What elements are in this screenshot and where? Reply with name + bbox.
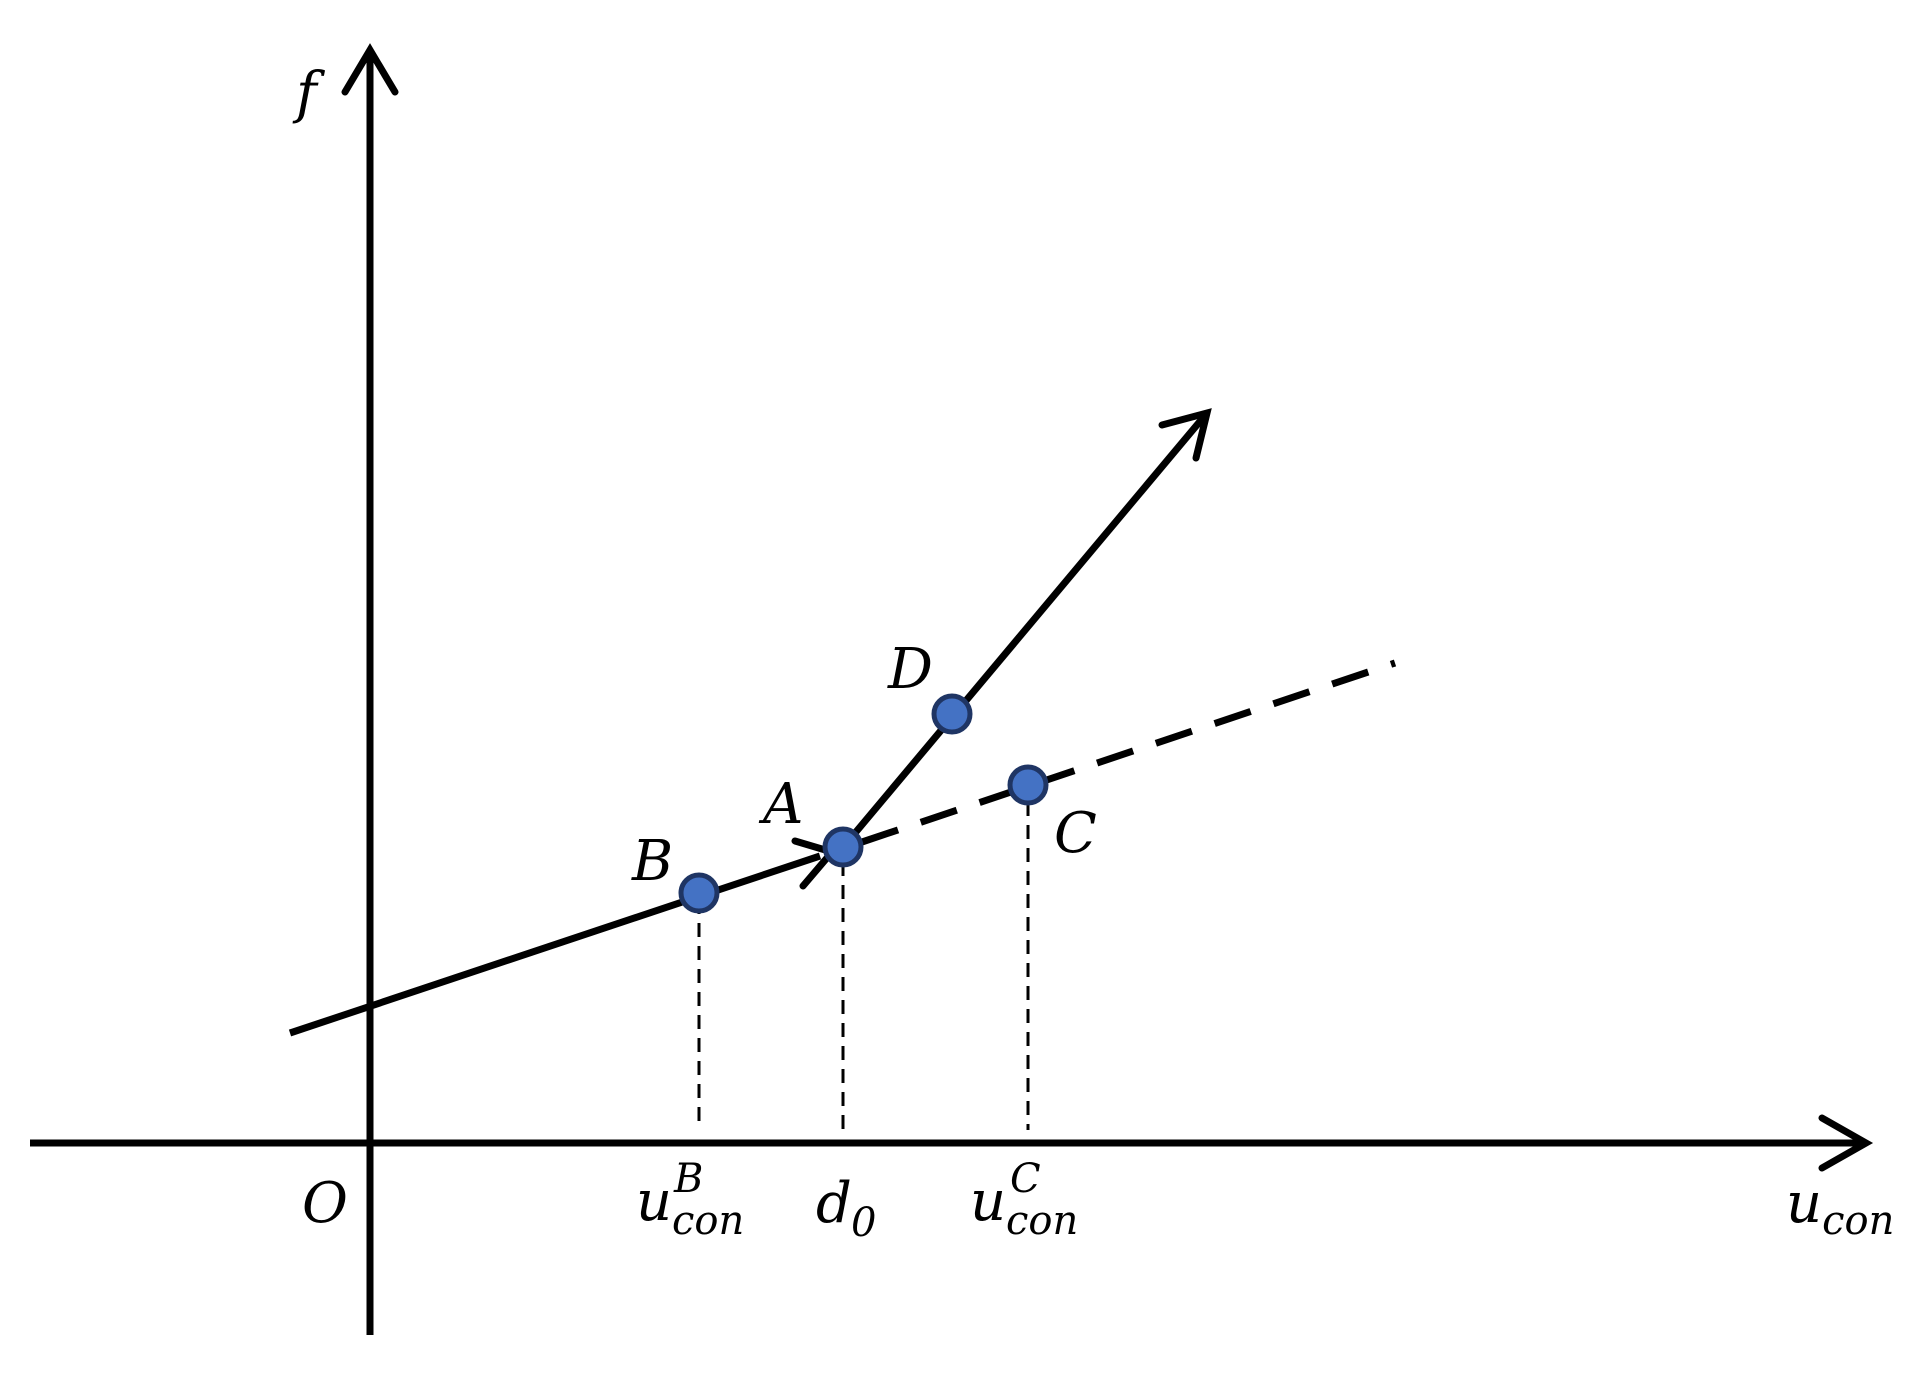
label-y-axis: f	[292, 61, 326, 126]
lower-segment	[288, 852, 822, 1037]
tick-label-c-main: u	[970, 1169, 1006, 1234]
tick-label-c-sub: con	[1006, 1198, 1078, 1244]
label-d: D	[887, 637, 933, 702]
upper-segment	[842, 410, 1210, 848]
upper-segment-arrowhead	[1158, 408, 1212, 462]
point-a	[822, 826, 864, 868]
x-axis-arrowhead	[1818, 1114, 1874, 1172]
label-b: B	[631, 829, 673, 894]
label-x-axis: ucon	[1786, 1171, 1894, 1244]
tick-label-b-main: u	[636, 1169, 672, 1234]
label-x-axis-main: u	[1786, 1171, 1822, 1236]
dashed-extension	[860, 659, 1397, 846]
point-d	[931, 693, 973, 735]
y-axis-arrowhead	[341, 43, 399, 96]
tick-label-b-sub: con	[672, 1198, 744, 1244]
tick-label-d0-sub: 0	[851, 1200, 876, 1246]
label-a: A	[758, 772, 803, 837]
tick-label-b-sup: B	[673, 1156, 703, 1202]
label-c: C	[1054, 801, 1097, 866]
point-c	[1007, 764, 1049, 806]
tick-label-c-sup: C	[1010, 1156, 1041, 1202]
label-origin: O	[302, 1171, 348, 1236]
point-b	[678, 872, 720, 914]
tick-label-d0-main: d	[816, 1171, 852, 1236]
label-x-axis-sub: con	[1822, 1198, 1894, 1244]
